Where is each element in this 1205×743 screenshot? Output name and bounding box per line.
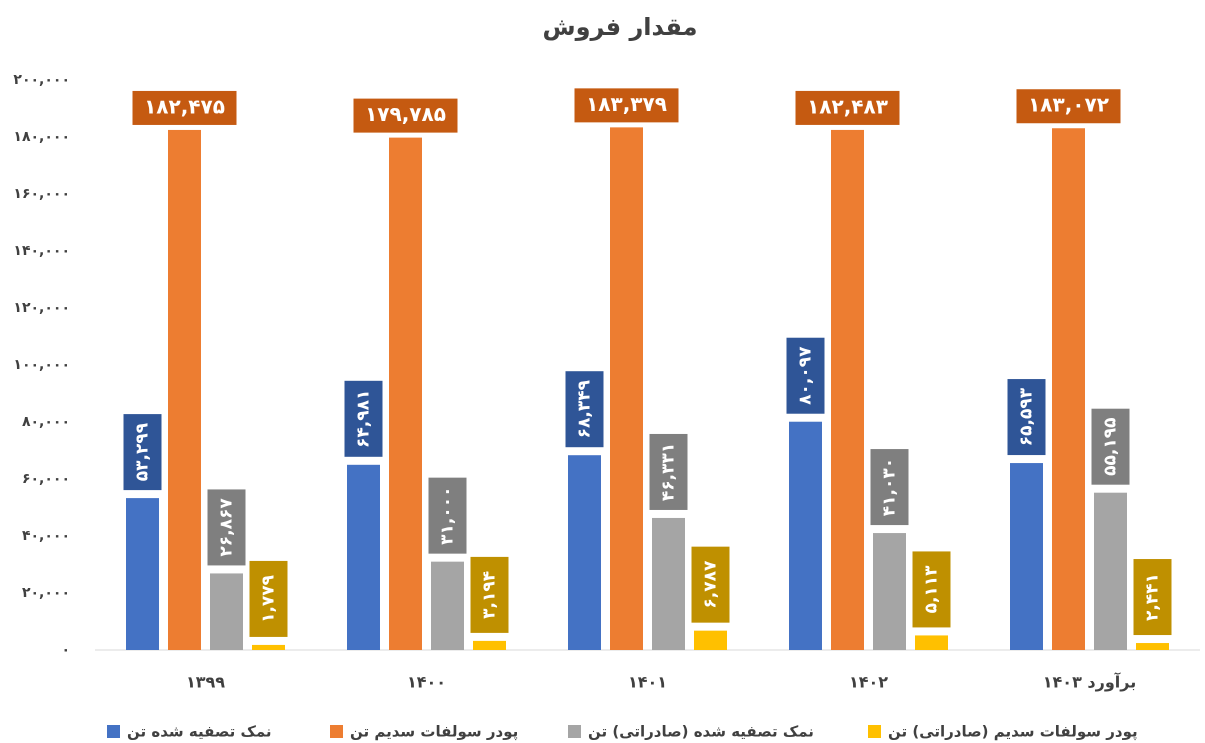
value-label-box [1133,559,1172,636]
bar [389,137,422,651]
value-label-box [1007,379,1046,456]
value-label-box [344,380,383,457]
x-tick-label: ۱۴۰۰ [407,673,446,692]
value-label: ۴۶,۳۳۱ [659,443,679,501]
bar [610,127,643,650]
bar [873,533,906,650]
value-label: ۶۵,۵۹۳ [1017,387,1037,446]
value-label-box [132,90,237,125]
bar [652,517,685,650]
y-tick-label: ۰ [61,642,70,658]
value-label: ۸۰,۰۹۷ [796,346,816,405]
value-label: ۳,۱۹۴ [480,571,500,619]
bar [126,498,159,650]
y-tick-label: ۲۰۰,۰۰۰ [13,72,70,88]
bar [347,464,380,650]
bar [473,640,506,650]
legend-swatch [107,725,120,738]
x-tick-label: ۱۴۰۲ [849,673,888,692]
value-label-box [565,371,604,448]
value-label-box [1091,408,1130,485]
x-tick-label: برآورد ۱۴۰۳ [1043,672,1136,692]
y-tick-label: ۲۰,۰۰۰ [22,585,70,601]
bar [168,129,201,651]
y-tick-label: ۱۴۰,۰۰۰ [13,243,70,259]
legend-swatch [868,725,881,738]
bar [568,455,601,650]
y-tick-label: ۴۰,۰۰۰ [22,528,70,544]
value-label: ۱۸۲,۴۸۳ [807,94,888,118]
value-label: ۳۱,۰۰۰ [438,486,458,544]
value-label-box [912,551,951,628]
legend-label: پودر سولفات سدیم (صادراتی) تن [888,723,1138,742]
bar [1094,492,1127,650]
bar [694,630,727,650]
value-label-box [207,489,246,566]
value-label: ۵,۱۱۳ [922,565,942,614]
y-tick-label: ۸۰,۰۰۰ [22,414,70,430]
bar [789,421,822,650]
bar [252,644,285,650]
value-label-box [249,560,288,637]
bar [1010,463,1043,650]
value-label: ۶۸,۳۴۹ [575,379,595,438]
y-tick-label: ۶۰,۰۰۰ [22,471,70,487]
value-label-box [574,88,679,123]
y-tick-label: ۱۶۰,۰۰۰ [13,186,70,202]
bar [210,573,243,650]
y-tick-label: ۱۰۰,۰۰۰ [13,357,70,373]
value-label-box [1016,89,1121,124]
y-tick-label: ۱۲۰,۰۰۰ [13,300,70,316]
value-label: ۱۸۳,۰۷۲ [1028,93,1109,117]
value-label-box [649,433,688,510]
value-label-box [795,90,900,125]
bar [431,561,464,650]
legend-label: پودر سولفات سدیم تن [350,723,518,742]
legend-label: نمک تصفیه شده (صادراتی) تن [588,723,814,741]
bar [831,129,864,650]
value-label-box [691,546,730,623]
legend-label: نمک تصفیه شده تن [127,723,272,741]
value-label: ۶,۷۸۷ [701,560,721,609]
value-label: ۲۶,۸۶۷ [217,498,237,557]
x-tick-label: ۱۴۰۱ [628,673,667,692]
value-label-box [353,98,458,133]
value-label: ۱,۷۷۹ [259,574,279,623]
value-label-box [786,337,825,414]
chart-title: مقدار فروش [542,13,697,41]
value-label: ۴۱,۰۳۰ [880,458,900,516]
bar [915,635,948,650]
value-label: ۱۸۲,۴۷۵ [144,94,225,118]
value-label: ۱۸۳,۳۷۹ [586,92,667,116]
value-label: ۵۵,۱۹۵ [1101,418,1121,476]
value-label-box [870,449,909,526]
value-label-box [470,556,509,633]
value-label: ۶۴,۹۸۱ [354,390,374,448]
value-label-box [428,477,467,554]
y-tick-label: ۱۸۰,۰۰۰ [13,129,70,145]
legend-swatch [330,725,343,738]
legend-swatch [568,725,581,738]
value-label: ۲,۴۴۱ [1143,573,1163,621]
value-label: ۱۷۹,۷۸۵ [365,102,446,126]
value-label-box [123,414,162,491]
value-label: ۵۳,۲۹۹ [133,422,153,481]
x-tick-label: ۱۳۹۹ [186,673,225,692]
bar [1136,643,1169,650]
bar [1052,128,1085,650]
